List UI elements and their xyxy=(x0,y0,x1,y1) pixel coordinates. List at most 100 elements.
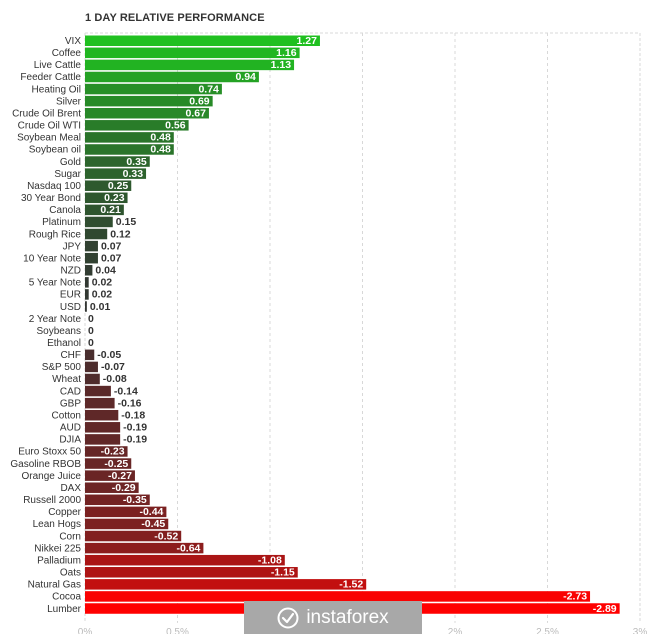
value-label: 0 xyxy=(88,313,94,325)
value-label: -2.73 xyxy=(563,591,587,603)
value-label: 0.12 xyxy=(110,228,131,240)
bar-gbp[interactable] xyxy=(85,397,115,409)
category-label: NZD xyxy=(60,266,81,277)
bar-feeder-cattle[interactable] xyxy=(85,71,259,83)
bar-nikkei-225[interactable] xyxy=(85,542,204,554)
value-label: -0.07 xyxy=(101,361,125,373)
category-label: Gasoline RBOB xyxy=(10,459,81,470)
value-labels: 1.271.161.130.940.740.690.670.560.480.48… xyxy=(88,35,617,615)
category-label: 2 Year Note xyxy=(29,314,82,325)
bar-live-cattle[interactable] xyxy=(85,59,295,71)
bar-oats[interactable] xyxy=(85,567,298,578)
bar-canola[interactable] xyxy=(85,204,124,216)
value-label: 0.67 xyxy=(186,107,207,119)
category-label: Crude Oil Brent xyxy=(12,108,81,119)
category-label: Sugar xyxy=(54,169,81,180)
bar-silver[interactable] xyxy=(85,95,213,107)
bar-cotton[interactable] xyxy=(85,409,119,421)
value-label: -0.05 xyxy=(97,349,121,361)
bar-russell-2000[interactable] xyxy=(85,494,150,506)
bar-eur[interactable] xyxy=(85,289,89,300)
x-tick-label: 2% xyxy=(448,627,463,634)
bar-gasoline-rbob[interactable] xyxy=(85,458,132,469)
value-label: 0.02 xyxy=(92,277,113,289)
bar-cad[interactable] xyxy=(85,385,111,397)
bar-wheat[interactable] xyxy=(85,373,100,385)
bar-natural-gas[interactable] xyxy=(85,579,367,590)
category-label: Feeder Cattle xyxy=(20,72,81,83)
bar-rough-rice[interactable] xyxy=(85,228,108,240)
watermark-text: instaforex xyxy=(306,606,389,628)
value-label: 0.25 xyxy=(108,180,129,192)
value-label: -1.15 xyxy=(271,567,295,579)
bar-lean-hogs[interactable] xyxy=(85,518,169,530)
bar-aud[interactable] xyxy=(85,422,121,433)
category-label: EUR xyxy=(60,290,81,301)
bar-platinum[interactable] xyxy=(85,216,113,228)
bar-euro-stoxx-50[interactable] xyxy=(85,446,128,457)
value-label: 1.27 xyxy=(297,35,318,47)
category-label: Silver xyxy=(56,96,82,107)
bar-soybean-meal[interactable] xyxy=(85,132,174,143)
category-label: GBP xyxy=(60,398,81,409)
bar-orange-juice[interactable] xyxy=(85,470,135,481)
value-label: -0.45 xyxy=(141,518,165,530)
bar-10-year-note[interactable] xyxy=(85,252,98,264)
bar-jpy[interactable] xyxy=(85,240,98,252)
value-label: -0.16 xyxy=(118,397,142,409)
bar-chf[interactable] xyxy=(85,349,95,361)
bar-nasdaq-100[interactable] xyxy=(85,180,132,191)
value-label: 0.04 xyxy=(95,265,116,277)
value-label: 0.94 xyxy=(235,71,256,83)
bar-cocoa[interactable] xyxy=(85,591,591,602)
value-label: 1.13 xyxy=(271,59,292,71)
bar-usd[interactable] xyxy=(85,301,87,312)
category-label: Soybeans xyxy=(37,326,81,337)
category-label: Lumber xyxy=(47,604,82,615)
value-label: 1.16 xyxy=(276,47,297,59)
bar-5-year-note[interactable] xyxy=(85,277,89,288)
value-label: -0.23 xyxy=(101,446,125,458)
value-label: -0.27 xyxy=(108,470,132,482)
category-label: AUD xyxy=(60,423,81,434)
value-label: 0.21 xyxy=(100,204,121,216)
value-label: 0.48 xyxy=(150,144,171,156)
bar-djia[interactable] xyxy=(85,434,121,445)
instaforex-logo-icon xyxy=(277,607,299,628)
bar-dax[interactable] xyxy=(85,482,139,493)
chart-title: 1 DAY RELATIVE PERFORMANCE xyxy=(85,12,265,24)
value-label: -0.29 xyxy=(112,482,136,494)
value-label: 0.56 xyxy=(165,120,186,132)
bar-copper[interactable] xyxy=(85,506,167,518)
category-label: 30 Year Bond xyxy=(21,193,81,204)
bar-palladium[interactable] xyxy=(85,554,285,566)
bar-coffee[interactable] xyxy=(85,47,300,59)
bar-gold[interactable] xyxy=(85,156,150,167)
category-label: DJIA xyxy=(59,435,81,446)
bar-corn[interactable] xyxy=(85,530,182,542)
bar-soybean-oil[interactable] xyxy=(85,144,174,155)
category-label: 10 Year Note xyxy=(23,253,81,264)
bar-s-p-500[interactable] xyxy=(85,361,98,373)
category-label: Copper xyxy=(48,507,81,518)
value-label: -0.35 xyxy=(123,494,147,506)
category-label: Euro Stoxx 50 xyxy=(18,447,81,458)
category-label: Oats xyxy=(60,568,81,579)
category-label: Heating Oil xyxy=(32,84,81,95)
bar-heating-oil[interactable] xyxy=(85,83,222,95)
bar-crude-oil-brent[interactable] xyxy=(85,107,209,119)
category-label: Wheat xyxy=(52,374,81,385)
bar-vix[interactable] xyxy=(85,35,320,47)
bar-nzd[interactable] xyxy=(85,265,93,276)
category-label: Soybean Meal xyxy=(17,133,81,144)
value-label: 0 xyxy=(88,325,94,337)
value-label: 0.48 xyxy=(150,132,171,144)
value-label: -0.25 xyxy=(104,458,128,470)
bar-30-year-bond[interactable] xyxy=(85,192,128,204)
bar-sugar[interactable] xyxy=(85,168,147,179)
bar-crude-oil-wti[interactable] xyxy=(85,120,189,131)
value-label: 0 xyxy=(88,337,94,349)
instaforex-watermark: instaforex xyxy=(244,601,422,634)
